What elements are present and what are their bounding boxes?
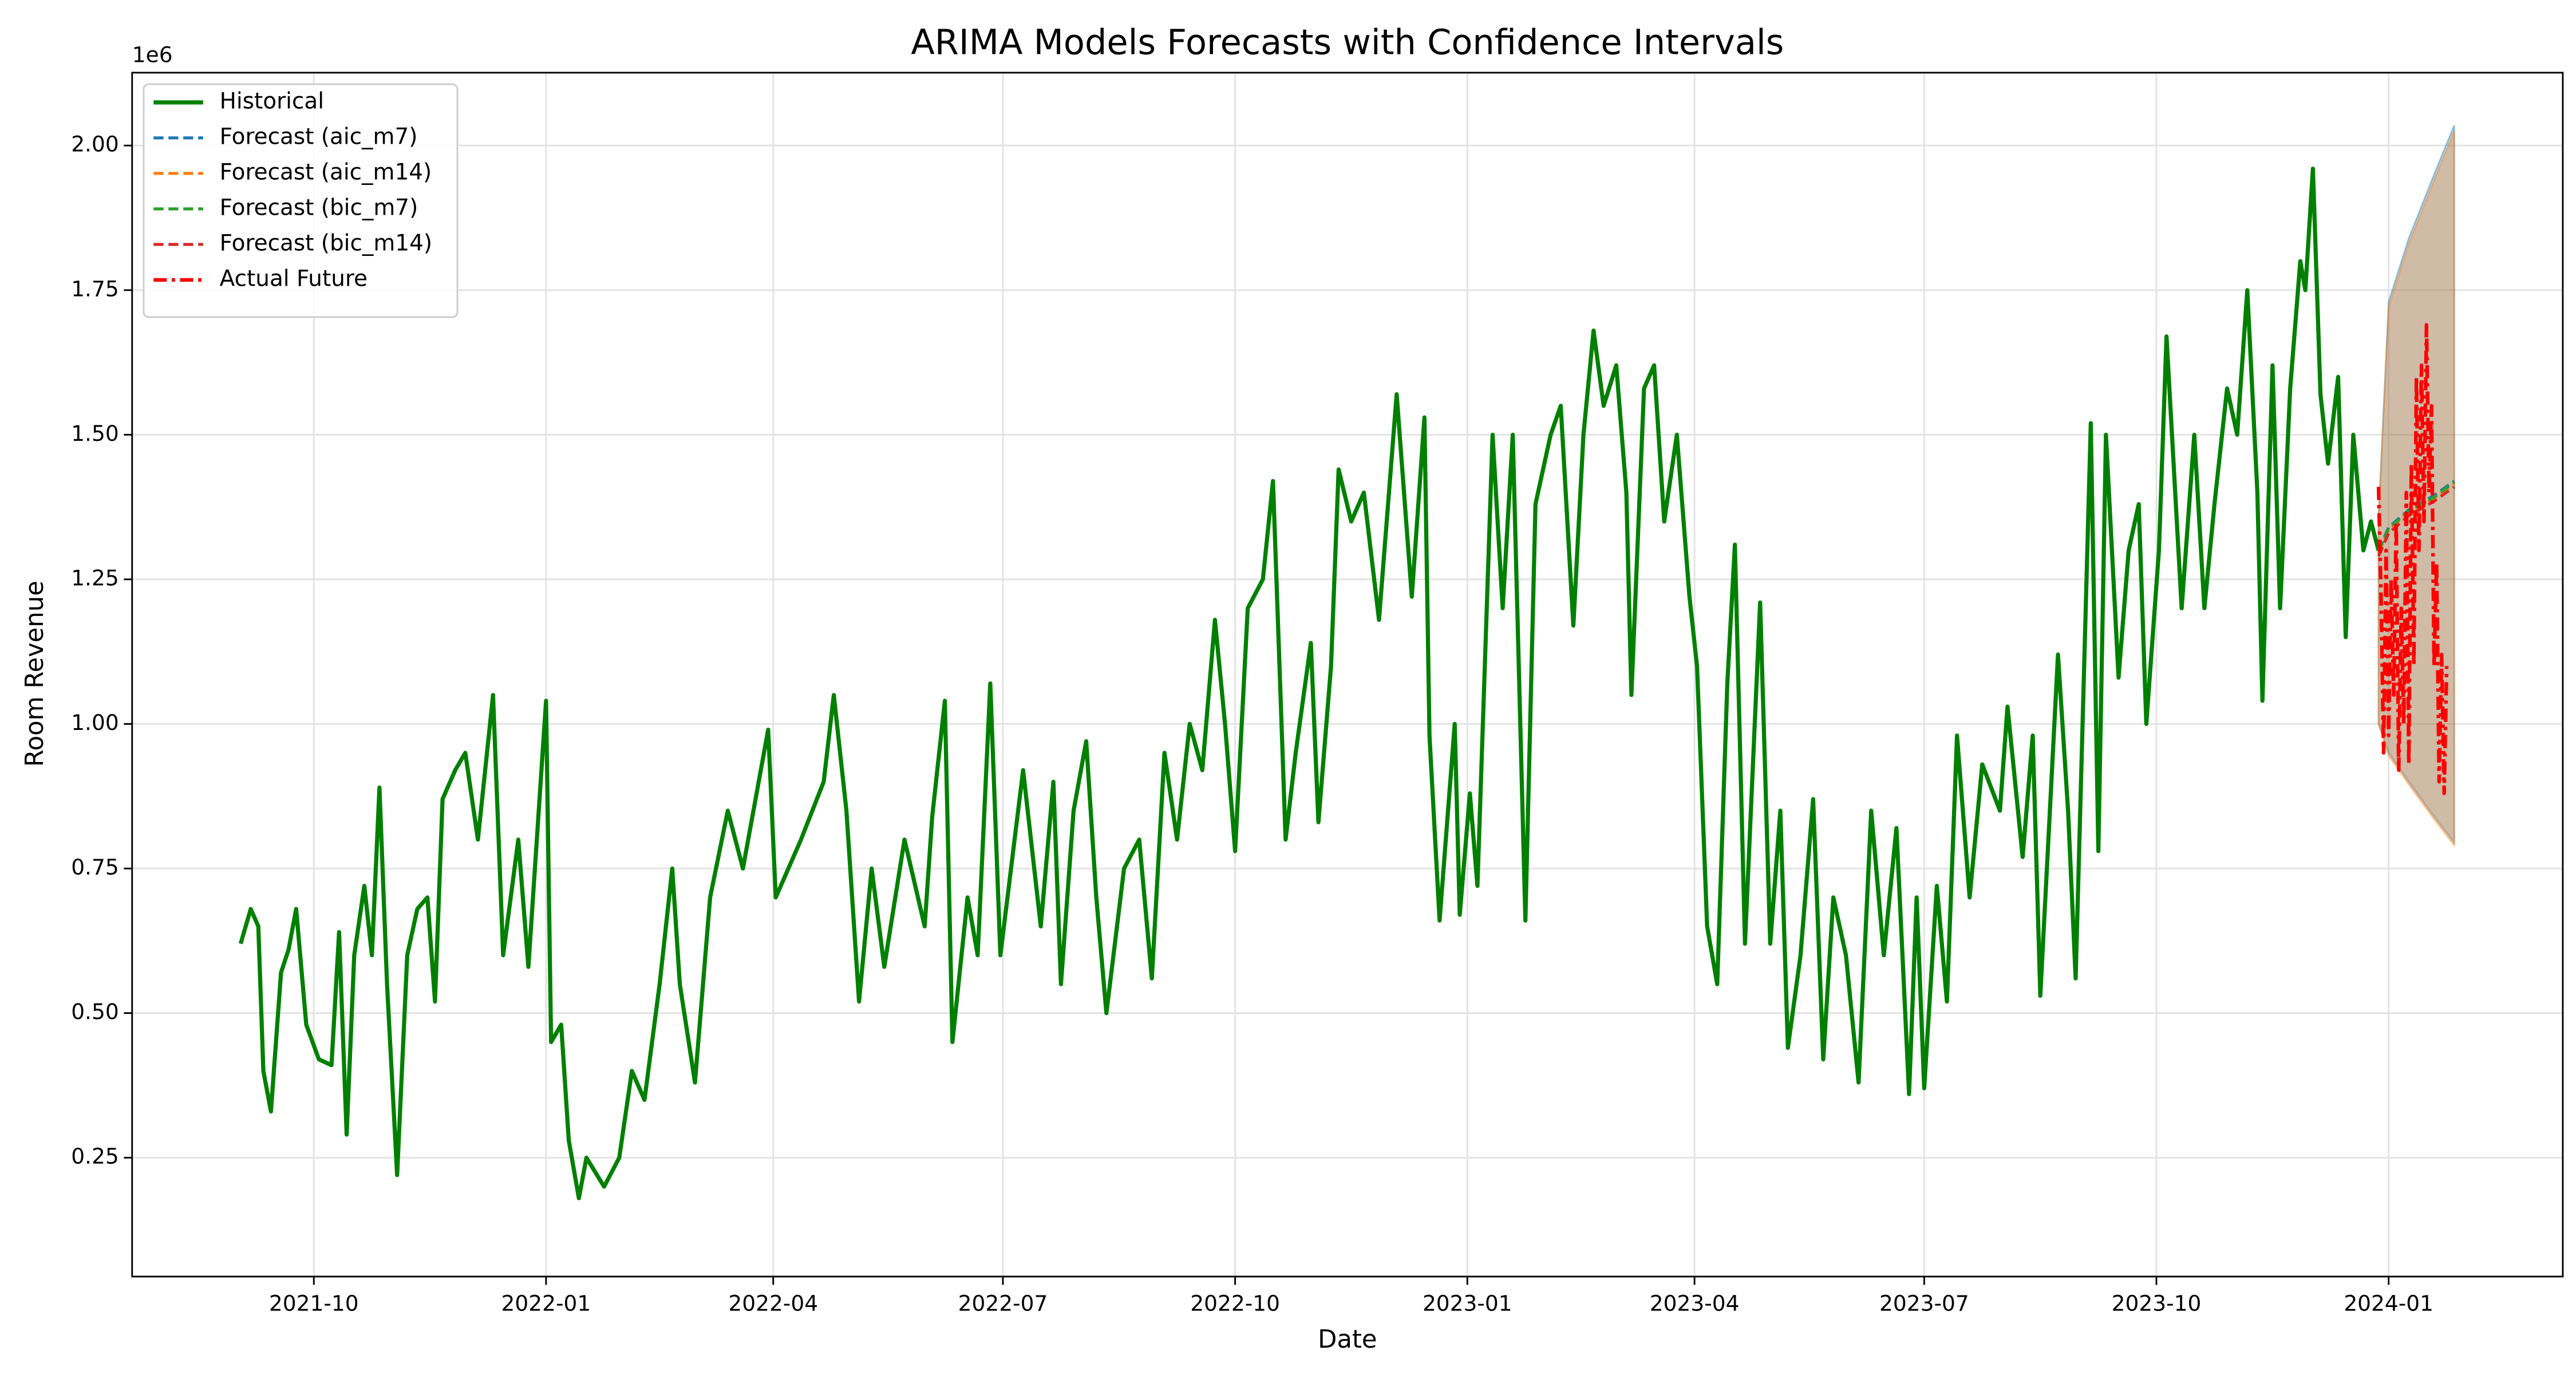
y-tick-label: 1.25: [71, 565, 119, 590]
legend-label: Historical: [220, 88, 324, 114]
y-axis-label: Room Revenue: [21, 581, 49, 767]
legend-label: Forecast (bic_m7): [220, 195, 418, 220]
legend-box: [143, 83, 459, 318]
legend-label: Forecast (bic_m14): [220, 230, 432, 256]
y-tick-label: 0.50: [71, 999, 119, 1024]
x-tick-label: 2024-01: [2344, 1290, 2433, 1316]
series-line: [2377, 481, 2455, 552]
y-tick-label: 0.75: [71, 855, 119, 880]
legend-label: Forecast (aic_m14): [220, 159, 432, 185]
y-tick-label: 0.25: [71, 1144, 119, 1169]
y-offset-label: 1e6: [132, 42, 173, 68]
plot-frame: [131, 72, 2564, 1278]
y-tick-label: 1.75: [71, 276, 119, 301]
series-line: [2377, 485, 2455, 557]
x-tick-label: 2022-10: [1190, 1290, 1280, 1316]
legend-label: Forecast (aic_m7): [220, 124, 418, 149]
x-tick-label: 2023-07: [1879, 1290, 1969, 1316]
x-tick-label: 2021-10: [269, 1290, 359, 1316]
chart-title: ARIMA Models Forecasts with Confidence I…: [911, 22, 1784, 62]
y-tick-label: 1.00: [71, 710, 119, 735]
series-line: [2376, 323, 2449, 795]
x-tick-label: 2023-01: [1423, 1290, 1512, 1316]
x-tick-label: 2023-04: [1650, 1290, 1740, 1316]
series-line: [238, 167, 2381, 1201]
x-tick-label: 2023-10: [2112, 1290, 2202, 1316]
x-axis-label: Date: [1318, 1325, 1377, 1354]
legend-label: Actual Future: [220, 266, 368, 291]
x-tick-label: 2022-01: [501, 1290, 591, 1316]
x-tick-label: 2022-04: [728, 1290, 818, 1316]
y-tick-label: 2.00: [71, 132, 119, 157]
x-tick-label: 2022-07: [958, 1290, 1048, 1316]
y-tick-label: 1.50: [71, 421, 119, 446]
